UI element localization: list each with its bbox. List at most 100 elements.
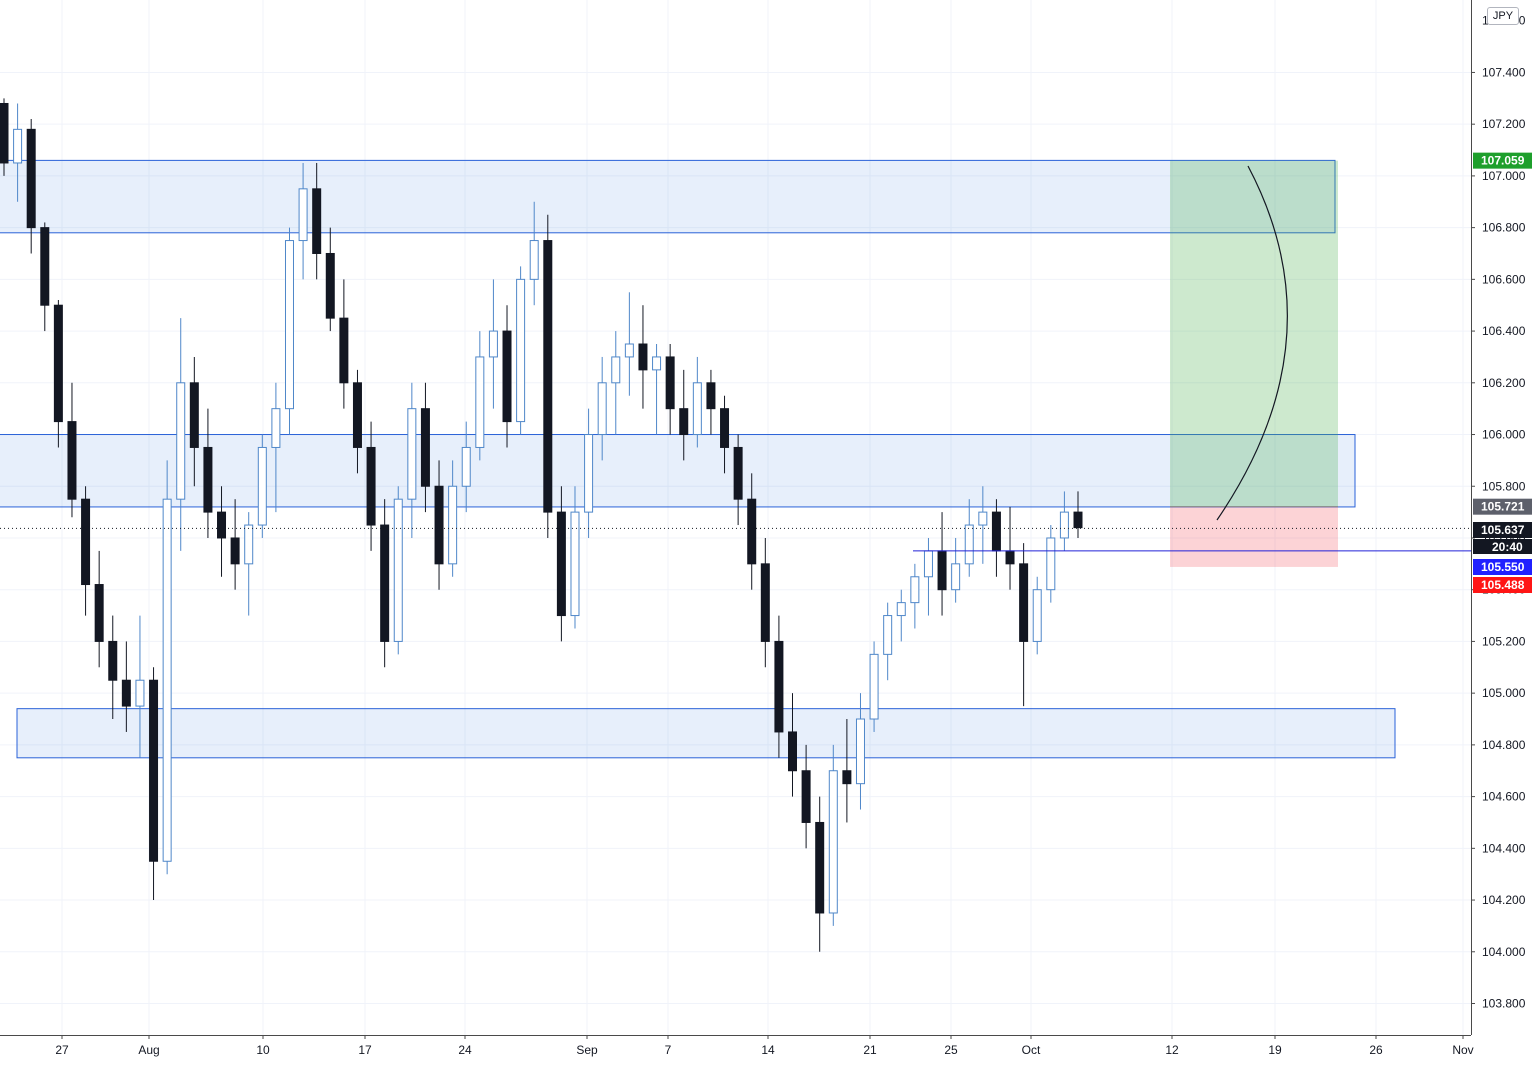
candle-body [230,537,240,565]
candle [380,499,390,668]
candle-body [1019,563,1029,642]
candle [597,356,607,461]
candle-body [597,382,607,436]
y-tick-label: 104.400 [1482,841,1526,855]
candle [257,434,267,538]
x-axis-tick-labels: 27 Aug 10 17 24 Sep 7 14 21 25 Oct 12 19 26 Nov [55,1035,1474,1057]
price-marker-bg [1473,559,1532,575]
candle [325,227,335,332]
projection-arc-path [1216,165,1288,521]
axes [0,0,1472,1036]
candle-body [733,446,743,500]
candle [774,615,784,758]
candle-body [26,128,36,229]
candle-body [203,446,213,513]
candle-body [624,343,634,358]
y-tick-label: 105.200 [1482,634,1526,648]
candle [176,318,186,551]
candle-body [720,408,730,448]
price-marker-bg [1473,498,1532,515]
candle-body [869,653,879,720]
y-tick-label: 107.000 [1482,169,1526,183]
candle [964,499,974,577]
y-tick-label: 104.800 [1482,738,1526,752]
candle [284,227,294,435]
candle [543,214,553,538]
candle-body [217,511,227,539]
candle-body [189,382,199,448]
candle-body [312,188,322,254]
price-marker-bg [1473,522,1532,538]
candle [271,382,281,513]
candle [679,369,689,461]
zone-lower [16,708,1396,759]
candle [801,744,811,849]
candle [244,512,254,616]
candle-body [1005,550,1015,565]
candle-body [352,382,362,448]
candle [855,693,865,810]
candle [1046,525,1056,603]
horizontal-lines [0,527,1471,552]
candle-body [611,356,621,384]
candle-body [774,640,784,733]
x-tick-label: 24 [458,1043,472,1057]
candle [529,201,539,306]
candle [420,382,430,513]
candle [135,615,145,758]
zone-upper [0,159,1336,234]
candle-body [815,821,825,914]
price-marker-label: 105.721 [1481,500,1525,514]
candle-body [284,240,294,410]
price-marker-label: 105.550 [1481,560,1525,574]
y-tick-label: 104.000 [1482,945,1526,959]
candle-body [910,576,920,604]
price-marker-label: 105.637 [1481,523,1525,537]
candle-body [393,498,403,642]
candle-body [883,615,893,655]
candle [0,98,9,176]
price-marker-label: 105.488 [1481,578,1525,592]
candle-body [1046,537,1056,591]
candle [828,744,838,926]
candle-body [529,240,539,280]
candle-body [951,563,961,591]
candle [896,589,906,642]
x-tick-label: 7 [665,1043,672,1057]
candle [951,537,961,603]
y-tick-label: 103.800 [1482,997,1526,1011]
candle [53,300,63,448]
y-tick-label: 107.200 [1482,117,1526,131]
candle-body [244,524,254,565]
candle [883,602,893,681]
price-marker-target: 107.059 [1473,152,1532,169]
candle-body [94,584,104,642]
candle [448,460,458,577]
candle [516,266,526,435]
candle [733,434,743,526]
candle [407,382,417,538]
candle-body [665,356,675,410]
candle [203,408,213,538]
candle-body [121,679,131,707]
price-marker-last-price: 105.637 20:40 [1473,522,1532,554]
candle-body [706,382,716,410]
candle-body [788,731,798,772]
candle [638,305,648,409]
candle [747,473,757,590]
currency-badge[interactable]: JPY [1487,7,1519,25]
candle-body [298,188,308,242]
candle-body [896,602,906,617]
y-tick-label: 106.800 [1482,221,1526,235]
candle-body [516,278,526,423]
zone-middle [0,434,1356,508]
candle-body [652,356,662,371]
candle-body [162,498,172,862]
candle [720,395,730,474]
candle-body [923,550,933,578]
candle [692,356,702,448]
candle [502,305,512,448]
candle-body [842,770,852,785]
